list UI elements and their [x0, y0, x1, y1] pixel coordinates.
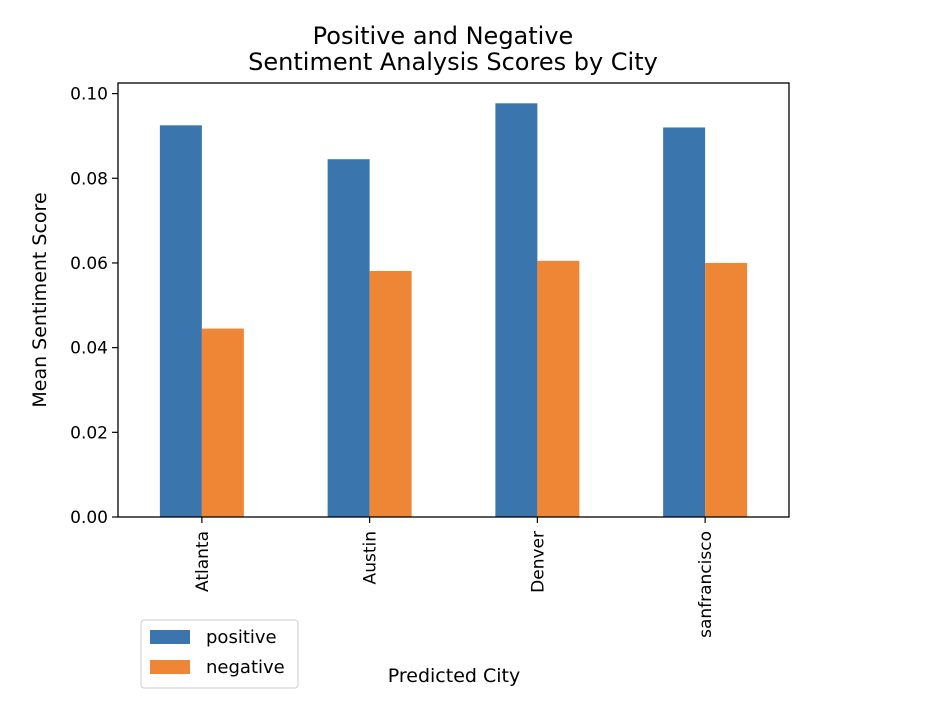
bar-positive-Atlanta	[159, 125, 202, 517]
bar-positive-sanfrancisco	[663, 127, 706, 518]
x-tick-label: Austin	[361, 531, 381, 584]
legend-label-positive: positive	[206, 627, 277, 648]
bar-negative-Atlanta	[201, 328, 244, 517]
x-tick-label: Atlanta	[193, 531, 213, 592]
plot-frame	[117, 82, 790, 518]
chart-title: Positive and Negative Sentiment Analysis…	[248, 22, 658, 76]
x-axis-label: Predicted City	[388, 665, 520, 687]
y-tick-label: 0.00	[70, 508, 108, 528]
chart-title-line-2: Sentiment Analysis Scores by City	[248, 48, 658, 76]
bar-negative-sanfrancisco	[705, 262, 748, 517]
bar-positive-Austin	[327, 159, 370, 517]
bar-positive-Denver	[495, 103, 538, 517]
legend-swatch-negative	[150, 660, 190, 674]
y-axis-label: Mean Sentiment Score	[29, 192, 51, 407]
y-tick-label: 0.04	[70, 339, 108, 359]
y-axis: 0.00 0.02 0.04 0.06 0.08 0.10	[70, 85, 118, 528]
legend: positive negative	[140, 619, 299, 689]
chart-title-line-1: Positive and Negative	[313, 22, 574, 50]
bar-negative-Denver	[537, 260, 580, 517]
legend-label-negative: negative	[206, 657, 285, 678]
y-tick-label: 0.10	[70, 85, 108, 105]
y-tick-label: 0.06	[70, 254, 108, 274]
bar-negative-Austin	[369, 271, 412, 517]
x-axis: Atlanta Austin Denver sanfrancisco	[193, 517, 716, 638]
legend-swatch-positive	[150, 630, 190, 644]
x-tick-label: sanfrancisco	[696, 531, 716, 638]
y-tick-label: 0.02	[70, 423, 108, 443]
x-tick-label: Denver	[528, 531, 548, 593]
bars-group	[159, 103, 748, 518]
y-tick-label: 0.08	[70, 169, 108, 189]
